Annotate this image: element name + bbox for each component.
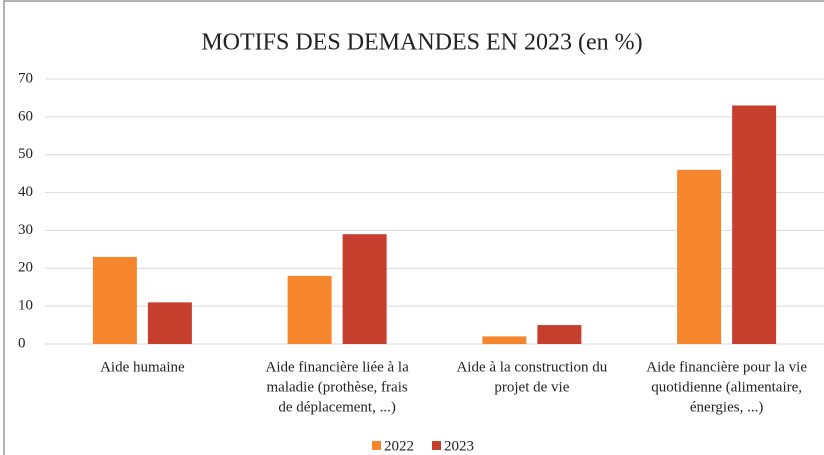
legend-label: 2022 [384, 438, 414, 454]
bar [287, 275, 332, 344]
legend-label: 2023 [444, 438, 474, 454]
legend-swatch [372, 441, 381, 450]
bar [537, 325, 582, 344]
y-tick-label: 10 [18, 298, 33, 314]
bar [732, 105, 777, 344]
x-tick-label: Aide à la construction du [456, 359, 607, 375]
x-tick-label: projet de vie [494, 379, 569, 395]
x-tick-label: énergies, ...) [690, 399, 763, 415]
y-tick-label: 20 [18, 260, 33, 276]
y-tick-label: 30 [18, 222, 33, 238]
bar [342, 234, 387, 344]
legend-swatch [432, 441, 441, 450]
x-tick-label: de déplacement, ...) [278, 399, 395, 415]
y-tick-label: 50 [18, 146, 33, 162]
bar [482, 336, 527, 344]
bar [147, 302, 192, 344]
x-tick-label: quotidienne (alimentaire, [651, 379, 802, 395]
x-tick-label: Aide financière liée à la [266, 359, 410, 375]
x-tick-label: Aide humaine [100, 359, 185, 375]
y-tick-label: 60 [18, 108, 33, 124]
x-tick-label: Aide financière pour la vie [646, 359, 807, 375]
y-tick-label: 40 [18, 184, 33, 200]
chart-title: MOTIFS DES DEMANDES EN 2023 (en %) [201, 30, 642, 56]
y-tick-label: 70 [18, 70, 33, 86]
bar [92, 256, 137, 344]
y-tick-label: 0 [18, 335, 26, 351]
x-tick-label: maladie (prothèse, frais [267, 379, 408, 395]
bar [677, 169, 722, 344]
